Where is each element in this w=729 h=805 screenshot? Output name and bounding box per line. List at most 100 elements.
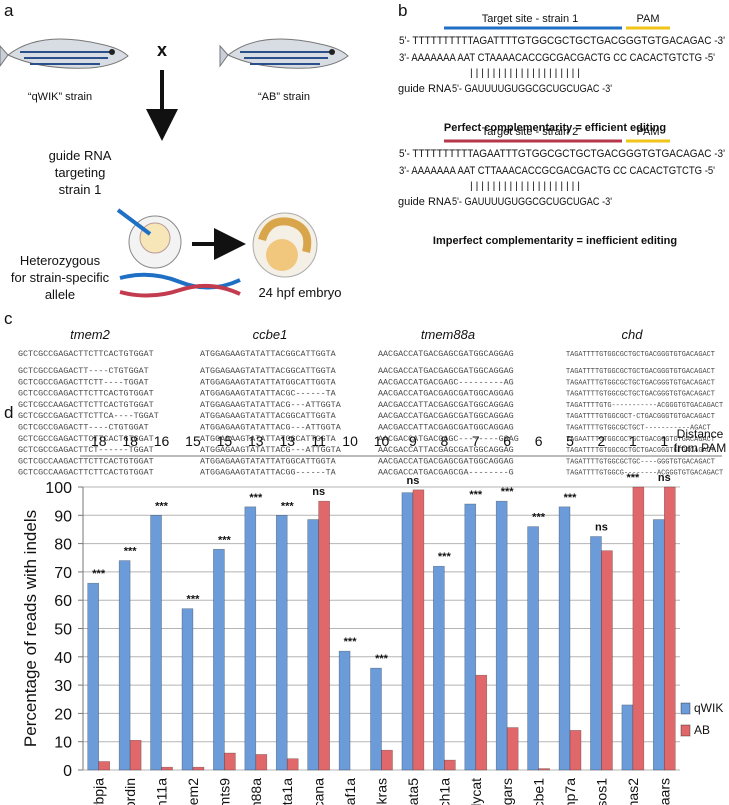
- x-tick-label: gata1a: [279, 778, 295, 805]
- read-seq: GCTCGCCAAGACTTCTTCACTGTGGAT: [18, 456, 154, 466]
- read-seq: GCTCGCCGAGACTTCT------TGGAT: [18, 445, 154, 455]
- read-seq: AACGACCATGACGAGC--------GGAG: [378, 434, 519, 444]
- bar: [444, 759, 456, 771]
- distance-value: 13: [248, 433, 264, 449]
- distance-value: 15: [217, 433, 233, 449]
- y-tick-label: 40: [54, 650, 72, 667]
- injection-label: targeting: [55, 165, 106, 180]
- distance-value: 6: [535, 433, 543, 449]
- allele-label: allele: [45, 287, 75, 302]
- guide-label: guide RNA: [398, 83, 452, 95]
- bar: [558, 506, 571, 771]
- read-seq: GCTCGCCGAGACTTCTTCA----TGGAT: [18, 411, 159, 421]
- distance-value: 10: [374, 433, 390, 449]
- bar: [318, 500, 330, 771]
- dna-top: 5'- TTTTTTTTTTAGATTTTGTGGCGCTGCTGACGGGTG…: [399, 35, 725, 47]
- x-tick-label: vcana: [311, 778, 327, 805]
- panel-label: a: [4, 1, 14, 20]
- x-tick-label: kras: [374, 778, 390, 804]
- y-tick-label: 90: [54, 508, 72, 525]
- y-tick-label: 20: [54, 706, 72, 723]
- reference-seq: GCTCGCCGAGACTTCTTCACTGTGGAT: [18, 349, 154, 359]
- distance-value: 2: [598, 433, 606, 449]
- distance-value: 1: [660, 433, 668, 449]
- significance: ***: [375, 653, 389, 665]
- bar: [87, 582, 100, 771]
- panel-label: c: [4, 309, 13, 328]
- bar: [118, 560, 131, 771]
- distance-value: 6: [503, 433, 511, 449]
- significance: ***: [187, 594, 201, 606]
- bar: [224, 752, 236, 771]
- y-tick-label: 80: [54, 537, 72, 554]
- bar: [506, 727, 519, 771]
- x-tick-label: notch1a: [436, 778, 452, 805]
- injection-label: guide RNA: [49, 148, 112, 163]
- bar: [663, 486, 676, 771]
- legend-label: AB: [694, 723, 710, 737]
- read-seq: TAGATTTTGTGGCGCTGCT-----------AGACT: [566, 425, 711, 433]
- significance: ***: [626, 472, 640, 484]
- bar: [213, 548, 225, 771]
- caption: Perfect complementarity = efficient edit…: [444, 122, 666, 134]
- panel-label: b: [398, 1, 407, 20]
- panel-d: 0 10 20 30 40 50 60 70 80 90 100 Percentage of read…: [21, 427, 726, 805]
- y-tick-label: 70: [54, 565, 72, 582]
- distance-value: 10: [342, 433, 358, 449]
- gene-name: tmem88a: [421, 327, 475, 342]
- embryo: [252, 212, 318, 278]
- reference-seq: TAGATTTTGTGGCGCTGCTGACGGGTGTGACAGACT: [566, 351, 715, 359]
- x-tick-label: ptpn11a: [154, 778, 170, 805]
- bar: [370, 667, 382, 771]
- distance-value: 18: [91, 433, 107, 449]
- bar: [569, 730, 582, 771]
- distance-value: 18: [122, 433, 138, 449]
- bar: [307, 519, 319, 771]
- bar: [98, 761, 111, 771]
- bar: [244, 506, 257, 771]
- allele-label: for strain-specific: [11, 270, 110, 285]
- strain-label: “AB” strain: [258, 91, 310, 103]
- x-tick-label: rbpja: [91, 778, 107, 805]
- dna-top: 5'- TTTTTTTTTTAGAATTTGTGGCGCTGCTGACGGGTG…: [399, 148, 725, 160]
- read-seq: AACGACCATTACGAGCGATGGCAGGAG: [378, 423, 514, 433]
- panel-c: tmem2GCTCGCCGAGACTTCTTCACTGTGGATGCTCGCCG…: [18, 327, 723, 478]
- read-seq: ATGGAGAAGTATATTATGGCATTGGTA: [200, 456, 337, 466]
- read-seq: TAGATTTTGTGGCGCTGC----GGGTGTGACAGACT: [566, 458, 715, 466]
- bar: [538, 768, 550, 771]
- bar: [601, 550, 613, 771]
- read-seq: AACGACCATGACGAGC---------AG: [378, 377, 514, 387]
- distance-value: 13: [279, 433, 295, 449]
- significance: ***: [532, 512, 546, 524]
- y-tick-label: 100: [45, 480, 72, 497]
- x-tick-label: gata5: [405, 778, 421, 805]
- bar: [495, 500, 508, 771]
- bar: [275, 514, 288, 771]
- bar: [161, 766, 173, 771]
- distance-value: 16: [154, 433, 170, 449]
- significance: ***: [124, 546, 138, 558]
- read-seq: ATGGAGAAGTATATTACG---ATTGGTA: [200, 445, 342, 455]
- read-seq: GCTCGCCAAGACTTCTTCACTGTGGAT: [18, 468, 154, 478]
- fish-qwik: [0, 38, 129, 69]
- bar: [621, 704, 634, 771]
- bar: [527, 526, 539, 771]
- gene-name: ccbe1: [253, 327, 288, 342]
- bar: [286, 758, 299, 771]
- gene-name: chd: [622, 327, 644, 342]
- x-tick-label: gars: [499, 778, 515, 805]
- significance: ***: [438, 551, 452, 563]
- injected-egg: [116, 208, 182, 269]
- significance: ***: [469, 489, 483, 501]
- read-seq: AACGACCATGACGAGCGATGGCAGGAG: [378, 389, 514, 399]
- distance-value: 1: [629, 433, 637, 449]
- read-seq: AACGACCATGACGAGCGA--------G: [378, 468, 514, 478]
- significance: ***: [249, 492, 263, 504]
- read-seq: ATGGAGAAGTATATTACGC------TA: [200, 389, 337, 399]
- read-seq: AACGACCATTACGAGCGATGGCAGGAG: [378, 445, 514, 455]
- significance: ***: [218, 534, 232, 546]
- significance: ns: [595, 522, 608, 534]
- read-seq: AACGACCATGACGAGCGATGGCAGGAG: [378, 366, 514, 376]
- read-seq: TAGAATTTGTGGCGCTGCTGACGGGTGTGACAGACT: [566, 436, 715, 444]
